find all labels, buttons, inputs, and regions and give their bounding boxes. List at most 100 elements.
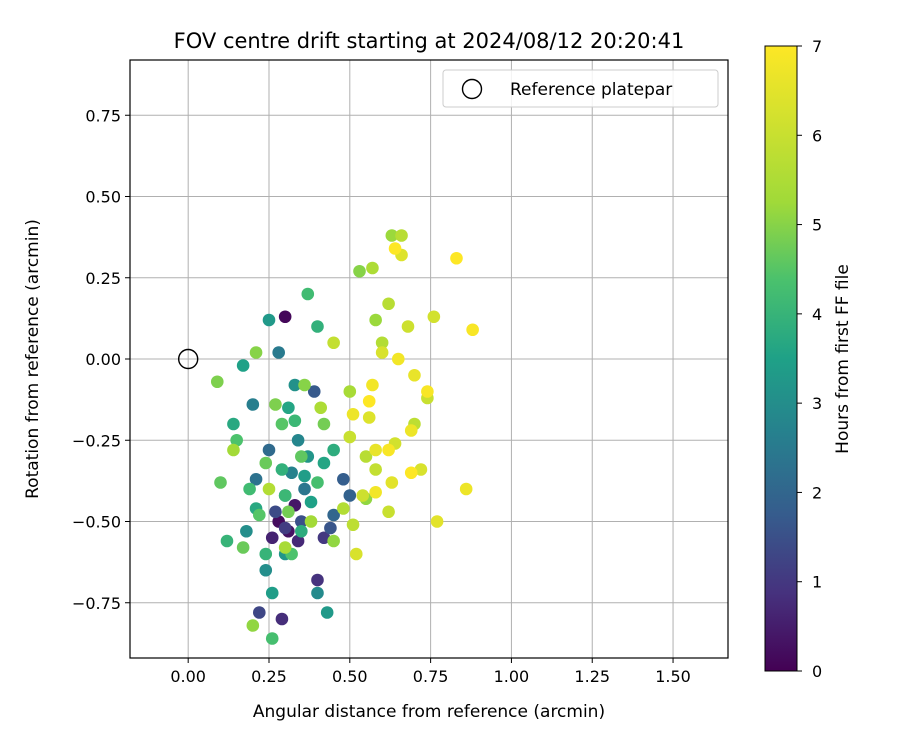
reference-platepar-marker [177,348,199,370]
data-point [262,482,276,496]
data-point [307,385,321,398]
data-point [337,502,350,515]
data-point [369,463,382,476]
legend-label-reference: Reference platepar [510,80,672,100]
colorbar-tick-label: 2 [812,483,822,502]
data-point [327,534,340,548]
data-point [249,346,263,359]
data-point [311,573,324,587]
data-point [353,264,366,278]
reference-marker-layer [177,348,199,370]
y-tick-label: 0.25 [85,269,121,288]
data-point [275,463,289,476]
data-point [401,320,415,333]
data-point [282,401,295,415]
colorbar-tick-label: 0 [812,662,822,681]
data-point [349,547,363,561]
x-tick-label: 0.75 [413,667,449,686]
data-point [269,398,282,411]
data-point [236,359,250,372]
data-point [262,313,276,327]
data-point [272,346,285,359]
data-point [278,521,292,535]
colorbar-label: Hours from first FF file [833,264,853,454]
data-point [382,443,395,457]
data-point [301,287,315,301]
data-point [317,456,331,470]
data-point [362,394,376,408]
data-point [359,450,373,463]
x-tick-label: 0.25 [251,667,287,686]
data-point [366,261,379,275]
y-tick-label: 0.00 [85,350,121,369]
data-point [346,518,360,532]
data-point [421,385,434,398]
data-point [246,619,260,632]
data-point [298,482,311,496]
data-point [275,417,289,431]
data-point [385,476,399,489]
data-point [395,229,408,242]
data-point [408,368,421,382]
x-tick-label: 1.50 [655,667,691,686]
data-point [343,385,357,398]
data-point [366,378,379,392]
data-point [404,466,418,480]
data-point [265,586,279,600]
data-point [311,586,324,600]
colorbar-tick-label: 1 [812,573,822,592]
data-point [288,414,302,428]
x-axis-ticks: 0.00 0.25 0.50 0.75 1.00 1.25 1.50 [170,658,691,686]
x-tick-label: 0.50 [332,667,368,686]
data-point [327,508,340,522]
data-point [298,469,311,483]
data-point [388,242,402,255]
data-point [285,466,298,480]
data-point [259,563,273,577]
y-tick-label: −0.50 [72,513,121,532]
data-point [259,456,273,470]
y-tick-label: −0.25 [72,431,121,450]
data-point [385,229,399,242]
data-point [252,508,266,522]
y-axis-label: Rotation from reference (arcmin) [23,219,43,499]
data-point [327,336,340,350]
colorbar-tick-label: 7 [812,37,822,56]
data-point [227,443,240,457]
y-tick-label: 0.50 [85,188,121,207]
data-point [278,541,292,554]
data-point [382,505,395,519]
grid-lines [130,60,728,658]
colorbar-gradient [764,45,798,672]
data-point [311,476,324,489]
colorbar-tick-label: 3 [812,394,822,413]
data-point [430,515,444,528]
data-point [259,547,273,561]
data-point [246,398,260,411]
data-point [275,612,289,626]
data-point [243,482,256,496]
data-point [382,297,395,311]
data-point [265,531,279,545]
data-point [356,489,370,502]
data-point [214,476,227,489]
data-points [210,229,479,645]
x-tick-label: 0.00 [170,667,206,686]
data-point [304,515,318,528]
data-point [337,472,350,486]
colorbar-tick-label: 6 [812,126,822,145]
legend: Reference platepar [442,69,719,108]
data-point [362,411,376,424]
data-point [210,375,224,389]
y-axis-ticks: −0.75 −0.50 −0.25 0.00 0.25 0.50 0.75 [72,106,130,613]
data-point [295,450,308,463]
data-point [265,632,279,645]
x-tick-label: 1.25 [574,667,610,686]
data-point [291,534,305,548]
data-point [314,401,328,415]
chart-title: FOV centre drift starting at 2024/08/12 … [174,29,685,53]
data-point [414,463,428,476]
data-point [269,505,282,519]
